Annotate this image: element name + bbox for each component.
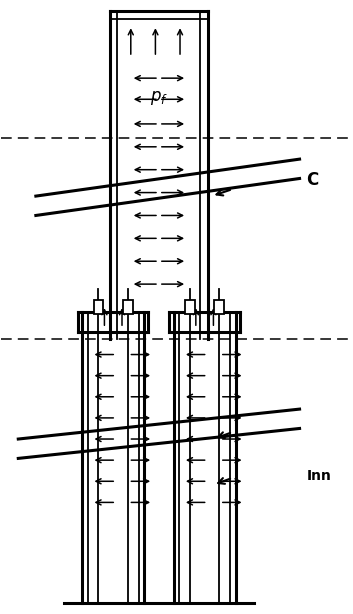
Text: Inn: Inn bbox=[307, 469, 331, 483]
Bar bbox=[185, 300, 195, 314]
Bar bbox=[94, 300, 103, 314]
Text: C: C bbox=[307, 171, 319, 189]
Text: $p_f$: $p_f$ bbox=[150, 88, 168, 106]
Bar bbox=[215, 300, 224, 314]
Bar bbox=[123, 300, 133, 314]
